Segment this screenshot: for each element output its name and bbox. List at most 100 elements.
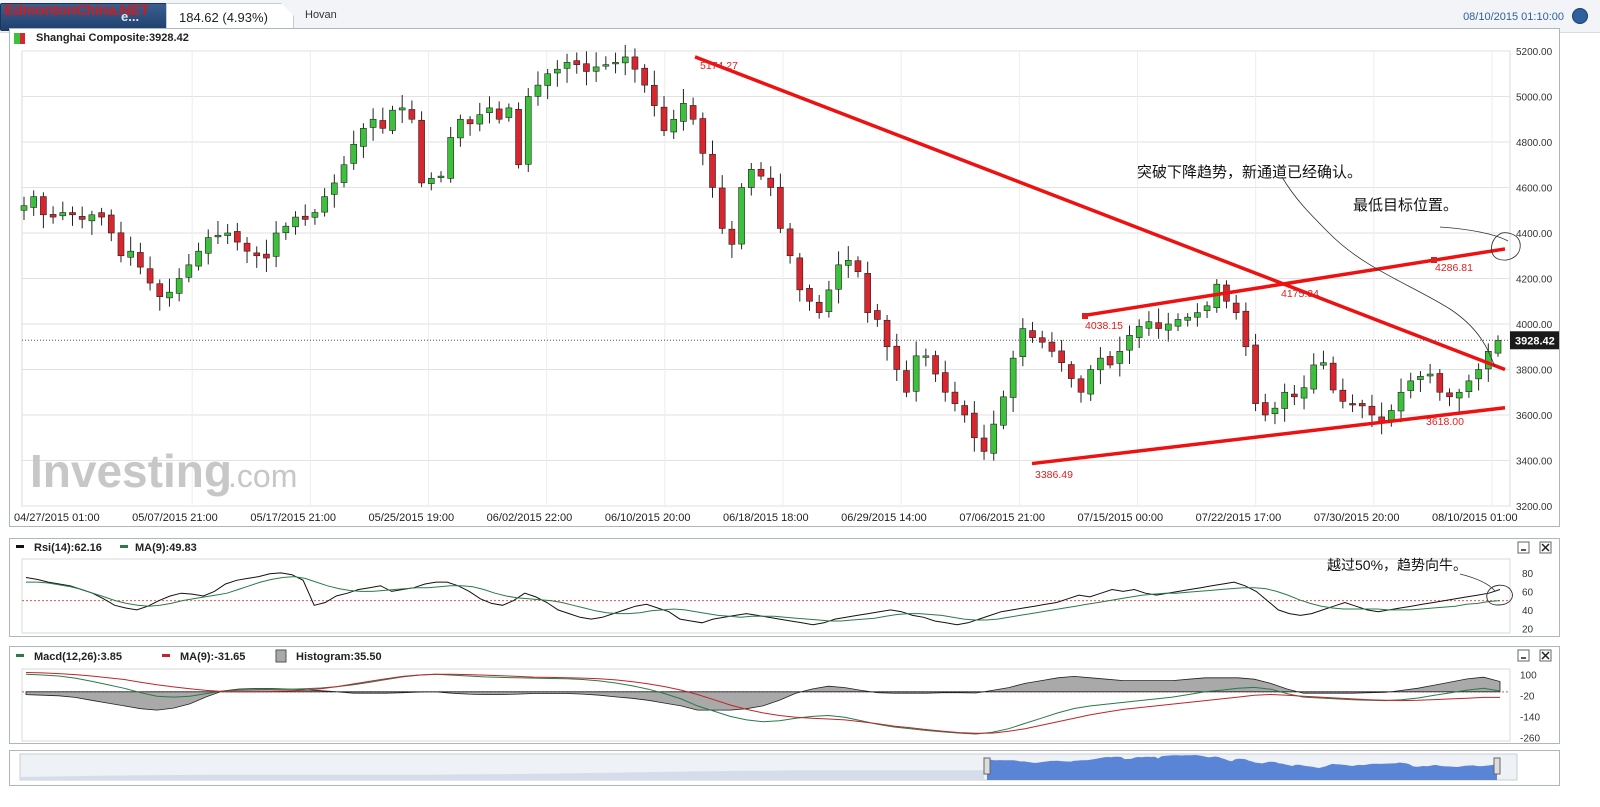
candle-body <box>379 120 387 129</box>
x-tick-label: 05/17/2015 21:00 <box>250 512 336 524</box>
macd-legend: Macd(12,26):3.85 <box>34 651 122 663</box>
rsi-y-tick: 20 <box>1522 624 1534 635</box>
candle-body <box>321 196 328 213</box>
x-tick-label: 05/25/2015 19:00 <box>369 512 455 524</box>
candle-body <box>961 405 968 416</box>
rsi-note: 越过50%，趋势向牛。 <box>1327 557 1467 573</box>
candle-body <box>883 319 891 348</box>
candle-body <box>641 67 648 86</box>
navigator-right-handle[interactable] <box>1493 757 1501 775</box>
rsi-y-tick: 80 <box>1522 569 1534 580</box>
candle-body <box>689 105 697 120</box>
y-tick-label: 3400.00 <box>1516 457 1553 468</box>
candle-body <box>146 268 154 284</box>
candle-body <box>166 291 173 299</box>
rsi-controls[interactable] <box>1517 541 1552 554</box>
watermark-suffix: .com <box>228 458 297 494</box>
candle-body <box>117 232 125 257</box>
candle-body <box>1407 380 1415 391</box>
change-value: 184.62 (4.93%) <box>179 10 268 25</box>
last-price-tag: 3928.42 <box>1510 331 1559 350</box>
macd-panel: Macd(12,26):3.85 MA(9):-31.65 Histogram:… <box>9 646 1560 744</box>
candle-body <box>137 252 144 268</box>
x-tick-label: 07/15/2015 00:00 <box>1078 512 1164 524</box>
candle-body <box>660 106 668 131</box>
settings-icon[interactable] <box>1572 8 1588 24</box>
candle-body <box>1485 350 1492 370</box>
candle-body <box>331 182 338 195</box>
candle-body <box>369 118 377 128</box>
candle-body <box>854 260 862 272</box>
candle-body <box>757 168 765 177</box>
macd-chart[interactable]: Macd(12,26):3.85 MA(9):-31.65 Histogram:… <box>10 647 1559 743</box>
candle-body <box>670 118 678 133</box>
macd-line <box>25 673 1501 735</box>
candle-body <box>389 109 396 131</box>
candle-body <box>340 164 348 183</box>
candle-body <box>971 412 978 439</box>
rsi-y-tick: 60 <box>1522 587 1534 598</box>
marker-4038 <box>1082 313 1088 319</box>
candle-body <box>621 56 629 64</box>
target-circle <box>1491 232 1521 261</box>
rsi-panel: Rsi(14):62.16 MA(9):49.83 20 40 60 80 越过50%… <box>9 538 1560 637</box>
marker-4286 <box>1431 257 1437 263</box>
candle-body <box>1116 350 1124 364</box>
candle-body <box>1048 341 1056 352</box>
candle-body <box>214 234 222 238</box>
trendline[interactable] <box>694 55 1506 372</box>
trendline[interactable] <box>1031 405 1506 466</box>
candle-body <box>1455 391 1463 399</box>
brand-logo: EdmontonChina.NET <box>4 2 149 19</box>
candle-body <box>912 355 920 392</box>
macd-controls[interactable] <box>1517 649 1552 662</box>
candle-body <box>185 264 193 278</box>
candle-body <box>20 205 28 211</box>
candle-body <box>718 187 726 229</box>
candle-body <box>1368 405 1376 416</box>
change-tab[interactable]: 184.62 (4.93%) <box>166 3 294 31</box>
top-bar: e... EdmontonChina.NET 184.62 (4.93%) Ho… <box>0 0 1600 33</box>
candle-body <box>1087 369 1095 395</box>
candles <box>20 44 1502 461</box>
candle-body <box>40 196 47 216</box>
candle-body <box>301 215 309 220</box>
candle-body <box>534 84 542 97</box>
candle-body <box>1417 376 1424 380</box>
candle-body <box>1339 389 1347 402</box>
price-chart[interactable]: Shanghai Composite:3928.42 3200.00 3400.0… <box>10 29 1559 526</box>
minimize-button[interactable] <box>1517 649 1530 662</box>
candle-body <box>466 119 474 125</box>
trendline[interactable] <box>1084 247 1506 318</box>
watermark: Investing <box>30 445 232 497</box>
candle-body <box>195 250 202 267</box>
minimize-button[interactable] <box>1517 541 1530 554</box>
navigator[interactable] <box>10 751 1559 785</box>
rsi-ma-line <box>26 576 1501 622</box>
candle-body <box>1184 316 1191 321</box>
navigator-left-handle[interactable] <box>983 757 991 775</box>
candle-body <box>175 278 183 294</box>
candle-body <box>680 103 687 122</box>
macd-ma-line <box>25 672 1500 734</box>
candle-body <box>864 273 871 313</box>
candle-body <box>612 62 619 65</box>
candle-body <box>505 107 513 118</box>
close-icon <box>1541 543 1550 552</box>
candle-body <box>631 56 639 70</box>
rsi-ma-legend: MA(9):49.83 <box>135 542 197 554</box>
user-name: Hovan <box>305 9 337 21</box>
candle-body <box>1465 380 1473 392</box>
candle-body <box>69 212 76 216</box>
candle-body <box>224 232 231 236</box>
candle-body <box>1271 407 1279 415</box>
candle-body <box>156 283 164 298</box>
candle-body <box>1174 319 1182 327</box>
rsi-chart[interactable]: Rsi(14):62.16 MA(9):49.83 20 40 60 80 越过50%… <box>10 539 1559 636</box>
price-chart-panel: Shanghai Composite:3928.42 3200.00 3400.0… <box>9 28 1560 527</box>
symbol-tab[interactable]: e... <box>0 3 167 31</box>
candle-body <box>476 114 484 125</box>
candle-body <box>583 63 590 72</box>
candle-body <box>1000 396 1007 426</box>
rsi-lines <box>25 572 1501 626</box>
